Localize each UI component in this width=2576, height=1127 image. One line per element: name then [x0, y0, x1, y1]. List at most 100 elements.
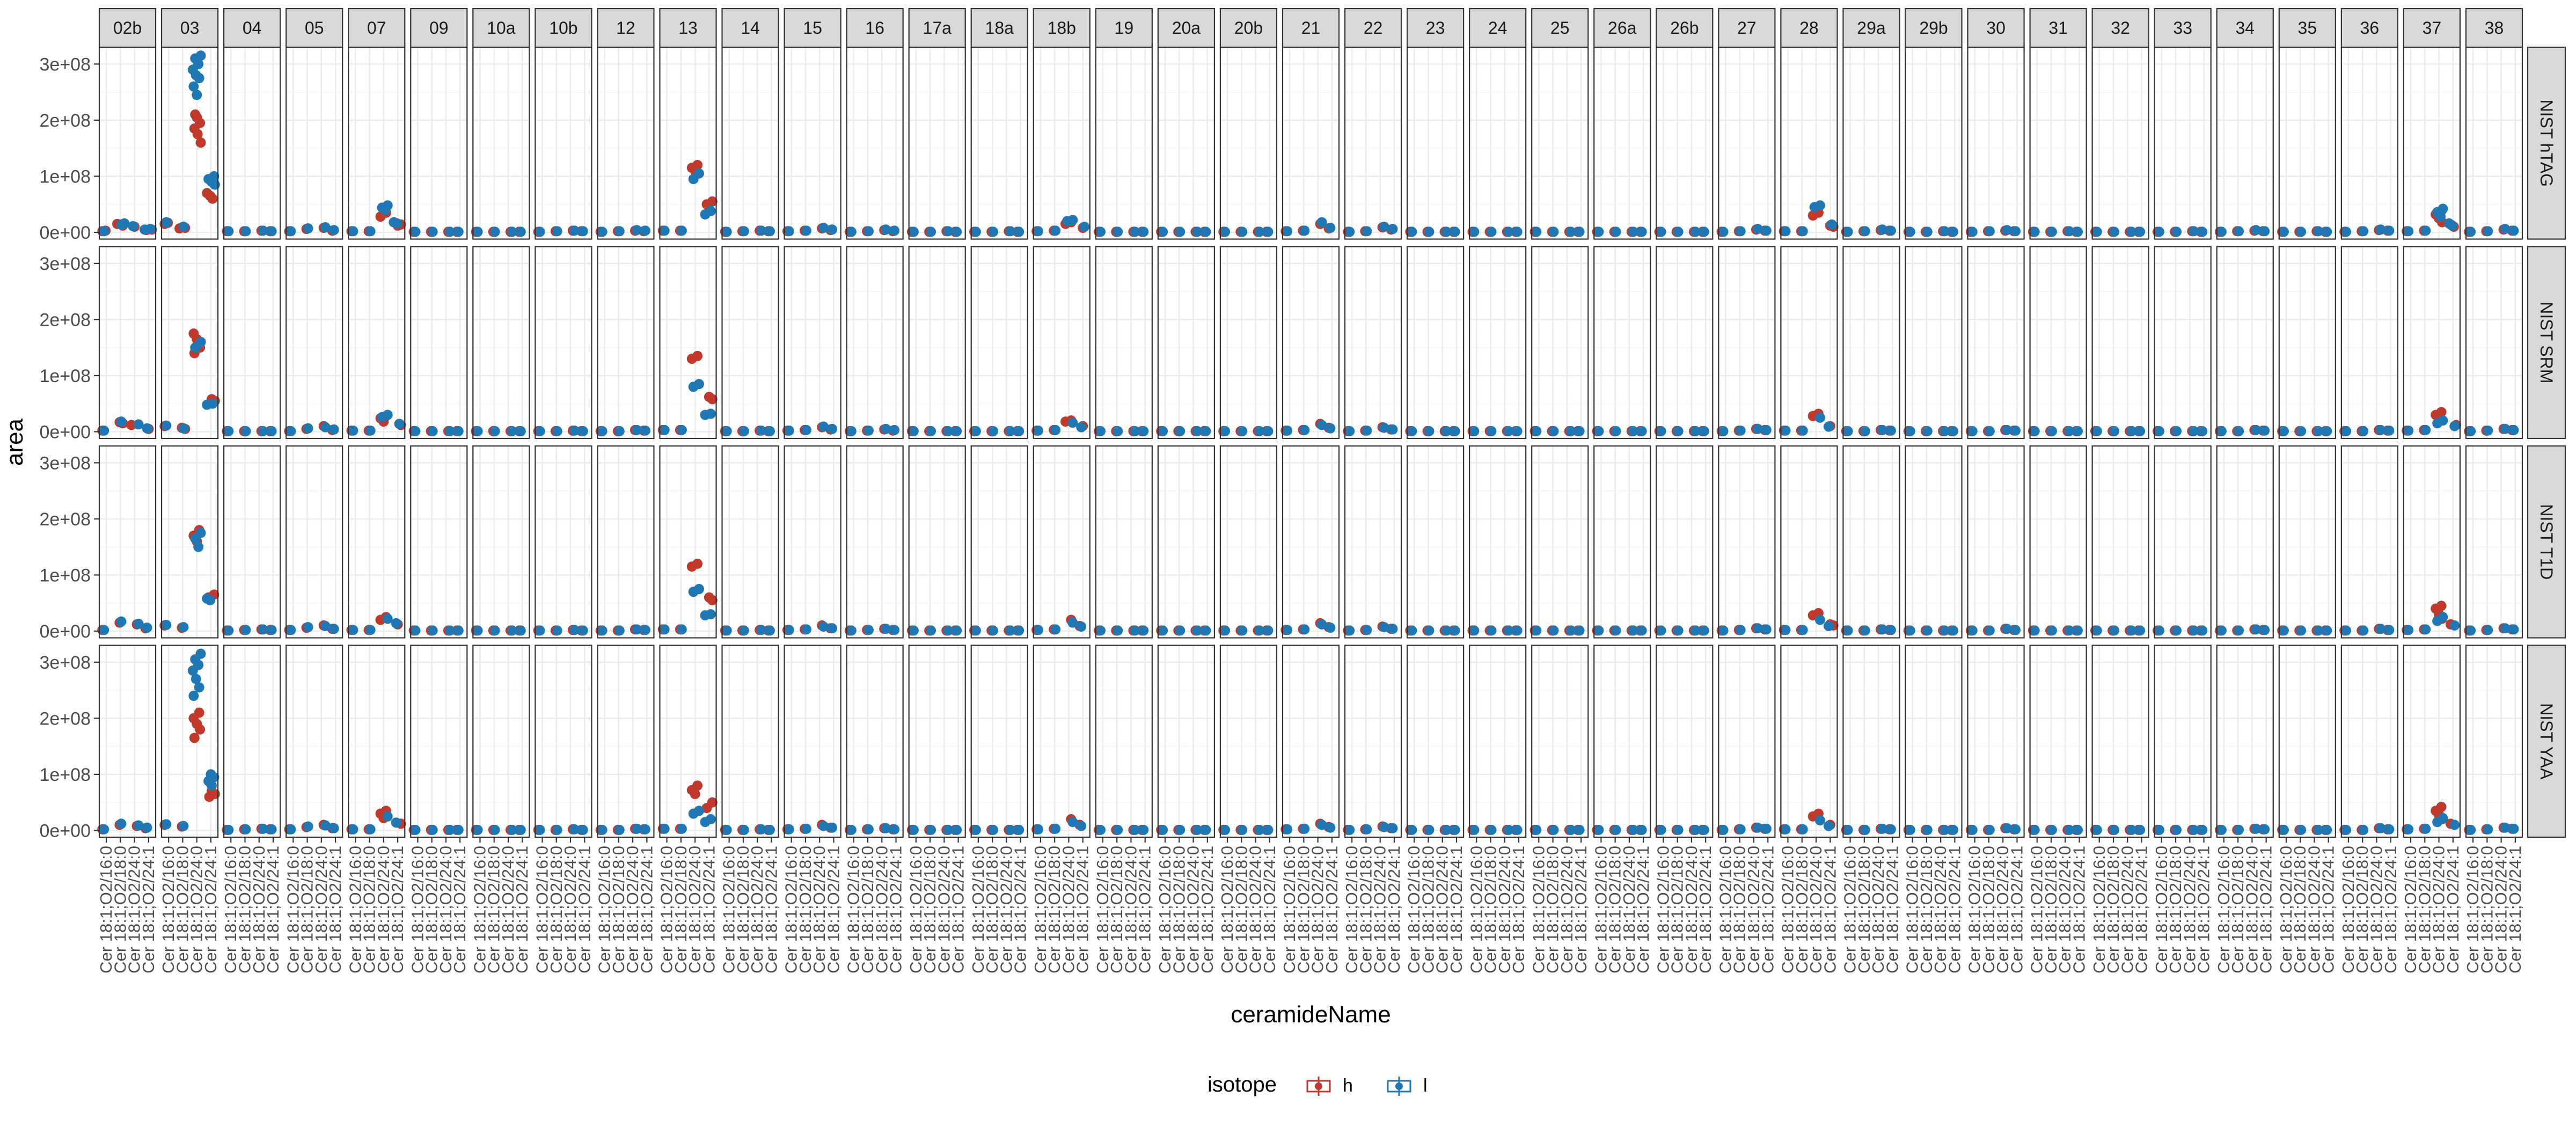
- column-strip-label: 18a: [985, 18, 1014, 38]
- data-point-l: [1814, 614, 1825, 625]
- facet-panel: [2339, 445, 2398, 639]
- panel-background: [1033, 246, 1090, 438]
- data-point-l: [1033, 226, 1043, 237]
- data-point-l: [444, 426, 455, 436]
- data-point-l: [943, 625, 954, 636]
- panel-background: [2341, 446, 2398, 638]
- column-strip: 35: [2278, 8, 2336, 48]
- panel-background: [909, 47, 965, 239]
- facet-panel: [346, 246, 406, 440]
- data-point-l: [764, 426, 775, 436]
- panel-background: [1345, 645, 1402, 837]
- data-point-l: [1282, 824, 1293, 835]
- panel-border: [2091, 645, 2149, 838]
- data-point-l: [1469, 824, 1480, 835]
- x-tick-label: Cer 18:1;O2/18:0: [1855, 846, 1874, 974]
- panel-background: [2403, 645, 2460, 837]
- data-point-l: [2029, 824, 2040, 835]
- y-tick-label: 2e+08: [40, 708, 91, 729]
- x-tick-label: Cer 18:1;O2/18:0: [1730, 846, 1749, 974]
- data-point-l: [2251, 425, 2262, 435]
- facet-panel: [1031, 645, 1091, 838]
- data-point-l: [552, 226, 562, 237]
- facet-panel: [595, 246, 655, 440]
- data-point-l: [889, 824, 900, 835]
- data-point-l: [1860, 824, 1870, 835]
- data-point-l: [453, 824, 464, 835]
- x-tick-label: Cer 18:1;O2/24:1: [1571, 846, 1590, 974]
- panel-background: [2216, 47, 2273, 239]
- panel-background: [2092, 246, 2149, 438]
- data-point-l: [1076, 422, 1087, 433]
- facet-panel: [284, 445, 343, 639]
- facet-panel: [1467, 246, 1527, 440]
- panel-border: [1967, 246, 2025, 440]
- data-point-l: [818, 621, 829, 632]
- facet-panel: [782, 445, 841, 639]
- column-strip-box: [1905, 8, 1963, 48]
- x-tick-label: Cer 18:1;O2/24:1: [2257, 846, 2275, 974]
- x-tick-label: Cer 18:1;O2/16:0: [2339, 846, 2358, 974]
- panel-background: [784, 246, 841, 438]
- x-tick-label: Cer 18:1;O2/16:0: [470, 846, 489, 974]
- data-point-l: [1636, 426, 1647, 436]
- data-point-l: [1718, 226, 1729, 237]
- facet-panel: [1218, 46, 1278, 240]
- x-tick-label: Cer 18:1;O2/16:0: [346, 846, 364, 974]
- data-point-l: [1469, 625, 1480, 636]
- data-point-l: [700, 209, 711, 220]
- x-tick-label: Cer 18:1;O2/16:0: [1529, 846, 1548, 974]
- y-tick-label: 3e+08: [40, 453, 91, 473]
- x-tick-label: Cer 18:1;O2/24:1: [1634, 846, 1652, 974]
- column-strip-label: 15: [803, 18, 822, 38]
- panel-border: [1656, 645, 1714, 838]
- data-point-l: [2109, 625, 2120, 636]
- data-point-l: [1237, 426, 1248, 436]
- facet-panel: [1094, 246, 1153, 440]
- data-point-l: [1095, 226, 1106, 237]
- data-point-l: [1860, 226, 1870, 237]
- column-strip-box: [908, 8, 966, 48]
- facet-panel: [97, 246, 157, 440]
- column-strip-box: [846, 8, 904, 48]
- data-point-l: [1531, 625, 1542, 636]
- panel-border: [1780, 645, 1838, 838]
- data-point-l: [614, 625, 625, 636]
- data-point-l: [1014, 625, 1024, 636]
- data-point-l: [142, 423, 152, 434]
- data-point-l: [2465, 625, 2476, 636]
- row-strip: NIST hTAG: [2527, 46, 2566, 240]
- facet-panel: [1779, 246, 1838, 440]
- panel-background: [846, 47, 903, 239]
- facet-panel: [471, 445, 530, 639]
- x-tick-label: Cer 18:1;O2/18:0: [1917, 846, 1936, 974]
- data-point-l: [1718, 625, 1729, 636]
- panel-background: [1594, 645, 1651, 837]
- data-point-l: [258, 624, 268, 635]
- data-point-h: [707, 394, 718, 405]
- panel-border: [2403, 246, 2461, 440]
- data-point-l: [1254, 625, 1265, 636]
- facet-panel: [1156, 645, 1216, 838]
- y-tick-label: 0e+00: [40, 821, 91, 841]
- data-point-l: [2091, 226, 2102, 237]
- column-strip: 13: [659, 8, 717, 48]
- x-tick-label: Cer 18:1;O2/18:0: [235, 846, 254, 974]
- data-point-l: [2508, 425, 2519, 435]
- data-point-l: [2432, 616, 2443, 626]
- data-point-l: [801, 624, 811, 635]
- data-point-l: [2384, 625, 2395, 635]
- data-point-l: [535, 824, 545, 835]
- data-point-l: [320, 621, 331, 632]
- panel-background: [1967, 246, 2024, 438]
- x-tick-label: Cer 18:1;O2/16:0: [720, 846, 738, 974]
- panel-border: [2465, 445, 2523, 639]
- panel-background: [909, 446, 965, 638]
- panel-background: [535, 446, 592, 638]
- column-strip-box: [2091, 8, 2149, 48]
- data-point-l: [1407, 426, 1417, 436]
- data-point-l: [133, 618, 144, 629]
- data-point-l: [756, 824, 767, 835]
- facet-panel: [471, 46, 530, 240]
- column-strip: 18b: [1033, 8, 1091, 48]
